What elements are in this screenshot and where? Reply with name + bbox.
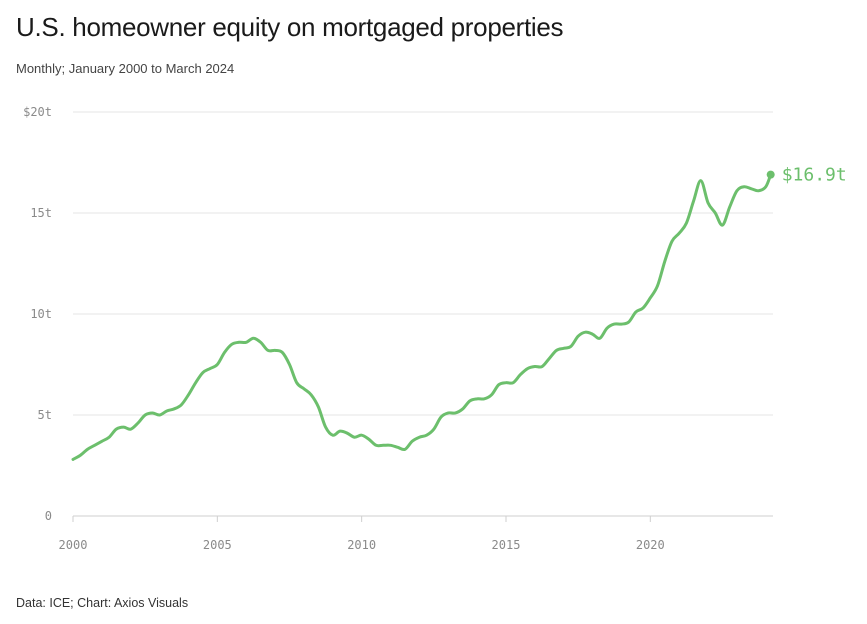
end-value-label: $16.9t xyxy=(782,165,847,186)
y-tick-label: 5t xyxy=(38,408,52,422)
source-note: Data: ICE; Chart: Axios Visuals xyxy=(16,596,189,610)
x-tick-label: 2015 xyxy=(492,538,521,552)
chart-title: U.S. homeowner equity on mortgaged prope… xyxy=(16,12,564,42)
y-axis-ticks: 0 5t 10t 15t $20t xyxy=(23,105,52,523)
annotation-layer: $16.9t xyxy=(766,165,847,186)
y-tick-label: 15t xyxy=(30,206,52,220)
x-tick-label: 2000 xyxy=(59,538,88,552)
equity-series-line xyxy=(71,173,773,461)
x-tick-label: 2005 xyxy=(203,538,232,552)
chart-subtitle: Monthly; January 2000 to March 2024 xyxy=(16,61,235,76)
gridlines xyxy=(73,111,773,517)
x-tick-label: 2020 xyxy=(636,538,665,552)
end-point-marker xyxy=(766,170,775,179)
x-tick-label: 2010 xyxy=(347,538,376,552)
y-tick-label: 0 xyxy=(45,509,52,523)
y-tick-label: $20t xyxy=(23,105,52,119)
x-axis-ticks: 2000 2005 2010 2015 2020 xyxy=(59,516,665,552)
y-tick-label: 10t xyxy=(30,307,52,321)
series-layer xyxy=(71,173,773,461)
